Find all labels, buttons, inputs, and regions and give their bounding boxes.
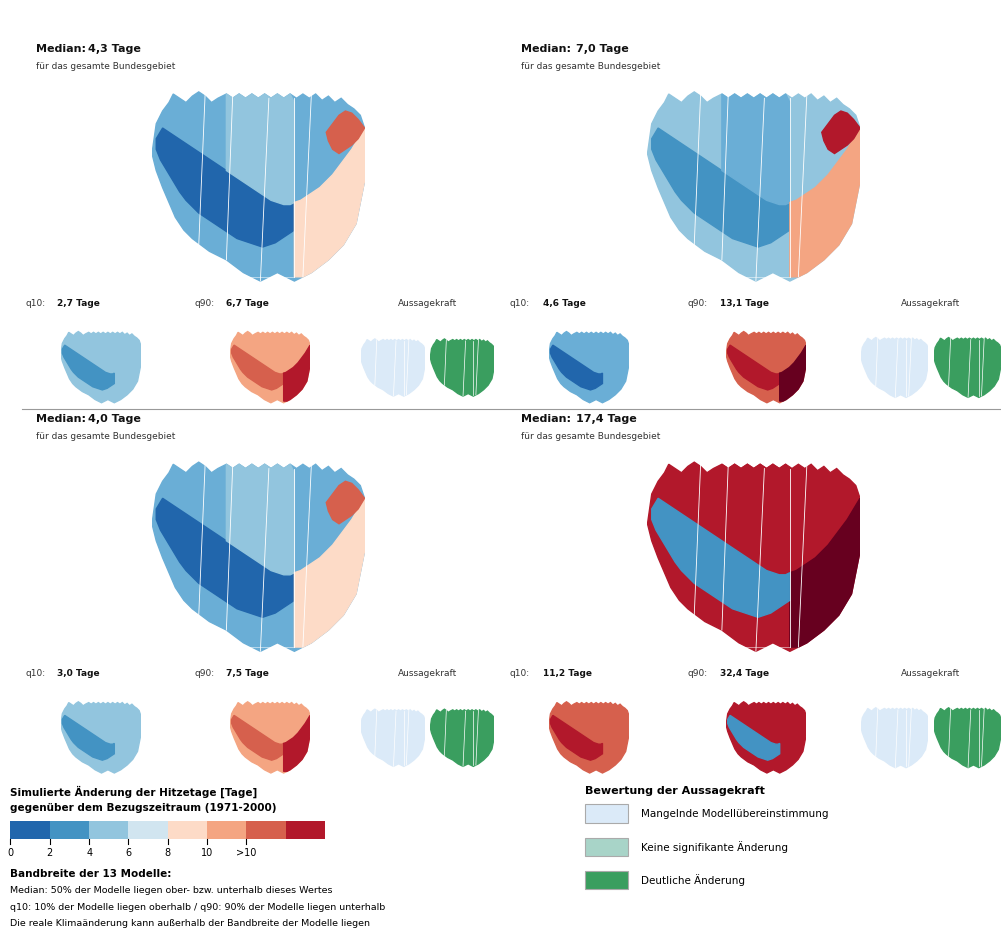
Text: gegenüber dem Bezugszeitraum (1971-2000): gegenüber dem Bezugszeitraum (1971-2000) — [10, 803, 277, 813]
Text: Median: 50% der Modelle liegen ober- bzw. unterhalb dieses Wertes: Median: 50% der Modelle liegen ober- bzw… — [10, 886, 333, 895]
Text: q10: 10% der Modelle liegen oberhalb / q90: 90% der Modelle liegen unterhalb: q10: 10% der Modelle liegen oberhalb / q… — [10, 902, 385, 912]
Text: 6,7 Tage: 6,7 Tage — [226, 299, 269, 308]
Text: Median:: Median: — [522, 44, 572, 54]
Text: 3,0 Tage: 3,0 Tage — [57, 670, 99, 678]
Text: 4,0 Tage: 4,0 Tage — [88, 414, 141, 425]
Bar — [585, 871, 628, 889]
Text: Nahe Zukunft: 2021-2050: Nahe Zukunft: 2021-2050 — [148, 12, 368, 26]
Text: 7,5 Tage: 7,5 Tage — [226, 670, 269, 678]
Text: q90:: q90: — [687, 670, 707, 678]
Text: RCP8.5 - business-as-usual: RCP8.5 - business-as-usual — [7, 526, 15, 663]
Text: q10:: q10: — [25, 299, 45, 308]
Text: Ferne Zukunft: 2071-2100: Ferne Zukunft: 2071-2100 — [642, 12, 866, 26]
Text: für das gesamte Bundesgebiet: für das gesamte Bundesgebiet — [522, 62, 661, 71]
Text: Die reale Klimaänderung kann außerhalb der Bandbreite der Modelle liegen: Die reale Klimaänderung kann außerhalb d… — [10, 920, 370, 928]
Text: 4,6 Tage: 4,6 Tage — [543, 299, 586, 308]
Text: 32,4 Tage: 32,4 Tage — [720, 670, 769, 678]
Bar — [10, 821, 50, 839]
Bar — [585, 838, 628, 856]
Bar — [89, 821, 128, 839]
Text: 7,0 Tage: 7,0 Tage — [576, 44, 629, 54]
Text: q10:: q10: — [510, 670, 530, 678]
Text: Bandbreite der 13 Modelle:: Bandbreite der 13 Modelle: — [10, 869, 172, 880]
Text: 8: 8 — [165, 848, 171, 858]
Text: Aussagekraft: Aussagekraft — [901, 299, 961, 308]
Text: Bewertung der Aussagekraft: Bewertung der Aussagekraft — [585, 786, 765, 796]
Text: q10:: q10: — [25, 670, 45, 678]
Text: Mangelnde Modellübereinstimmung: Mangelnde Modellübereinstimmung — [641, 809, 828, 818]
Text: Median:: Median: — [36, 414, 86, 425]
Bar — [246, 821, 285, 839]
Text: q90:: q90: — [194, 299, 214, 308]
Text: Aussagekraft: Aussagekraft — [901, 670, 961, 678]
Text: Aussagekraft: Aussagekraft — [398, 299, 457, 308]
Text: q90:: q90: — [194, 670, 214, 678]
Text: 0: 0 — [7, 848, 14, 858]
Text: Median:: Median: — [522, 414, 572, 425]
Text: für das gesamte Bundesgebiet: für das gesamte Bundesgebiet — [36, 62, 175, 71]
Text: 2: 2 — [47, 848, 53, 858]
Bar — [285, 821, 325, 839]
Text: 17,4 Tage: 17,4 Tage — [576, 414, 637, 425]
Bar — [128, 821, 168, 839]
Text: Simulierte Änderung der Hitzetage [Tage]: Simulierte Änderung der Hitzetage [Tage] — [10, 786, 257, 798]
Text: für das gesamte Bundesgebiet: für das gesamte Bundesgebiet — [36, 432, 175, 442]
Text: Median:: Median: — [36, 44, 86, 54]
Text: für das gesamte Bundesgebiet: für das gesamte Bundesgebiet — [522, 432, 661, 442]
Bar — [207, 821, 246, 839]
Text: q90:: q90: — [687, 299, 707, 308]
Text: 4,3 Tage: 4,3 Tage — [88, 44, 141, 54]
Text: 11,2 Tage: 11,2 Tage — [543, 670, 592, 678]
Text: 4: 4 — [86, 848, 92, 858]
Text: Keine signifikante Änderung: Keine signifikante Änderung — [641, 841, 788, 852]
Bar — [168, 821, 207, 839]
Bar — [585, 804, 628, 823]
Text: RCP4.5 - Klimaschutz-Szenario: RCP4.5 - Klimaschutz-Szenario — [7, 146, 15, 302]
Text: 10: 10 — [201, 848, 213, 858]
Text: q10:: q10: — [510, 299, 530, 308]
Text: Aussagekraft: Aussagekraft — [398, 670, 457, 678]
Text: Deutliche Änderung: Deutliche Änderung — [641, 874, 745, 886]
Text: 6: 6 — [125, 848, 131, 858]
Text: 13,1 Tage: 13,1 Tage — [720, 299, 769, 308]
Text: 2,7 Tage: 2,7 Tage — [57, 299, 99, 308]
Bar — [50, 821, 89, 839]
Text: >10: >10 — [236, 848, 256, 858]
